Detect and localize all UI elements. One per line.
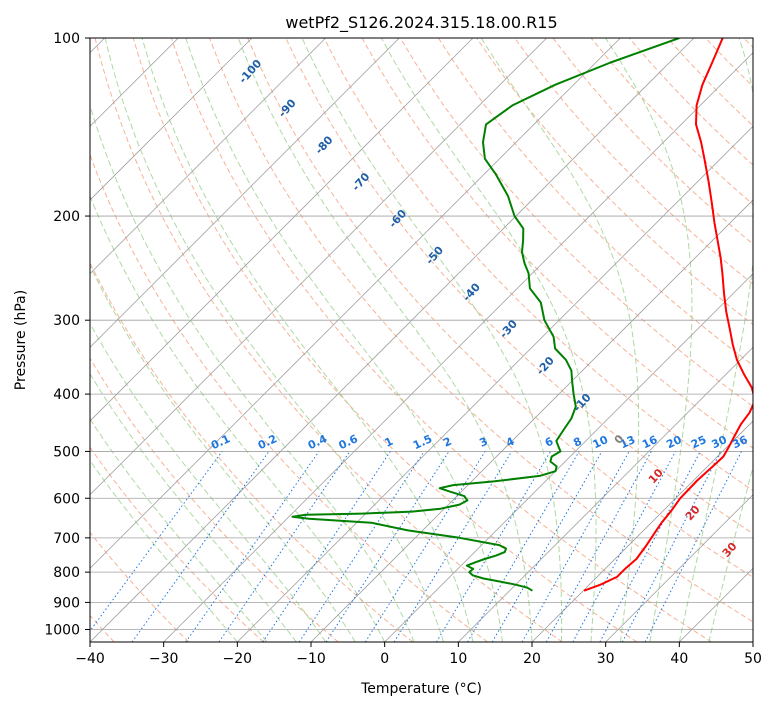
dry-adiabat-line	[90, 357, 339, 642]
isotherm-line	[90, 38, 695, 642]
mixing-ratio-line	[90, 451, 223, 632]
y-tick-label: 400	[53, 387, 80, 403]
isotherm-line	[90, 38, 547, 496]
mixing-ratio-line	[467, 451, 580, 642]
moist-adiabats	[90, 38, 753, 642]
moist-adiabat-line	[90, 459, 238, 642]
isotherm-line	[237, 125, 753, 642]
moist-adiabat-line	[185, 38, 503, 642]
x-tick-label: −10	[296, 651, 326, 667]
x-tick-label: 50	[744, 651, 762, 667]
mixing-ratio-label: 20	[664, 433, 684, 451]
dewpoint-profile-line	[291, 38, 680, 592]
moist-adiabat-line	[104, 38, 445, 642]
x-axis-label: Temperature (°C)	[360, 681, 482, 697]
dry-adiabat-line	[90, 153, 488, 642]
moist-adiabat-line	[480, 38, 640, 642]
dry-adiabat-line	[90, 531, 190, 642]
dry-adiabat-line	[90, 446, 264, 642]
temperature-profile-line	[583, 38, 753, 592]
mixing-ratio-line	[521, 451, 630, 642]
y-tick-label: 500	[53, 444, 80, 460]
y-tick-label: 900	[53, 595, 80, 611]
x-tick-label: −40	[75, 651, 105, 667]
isotherm-line	[90, 38, 474, 422]
mixing-ratio-label: 25	[689, 433, 708, 451]
y-tick-label: 600	[53, 491, 80, 507]
y-tick-label: 300	[53, 313, 80, 329]
y-tick-label: 800	[53, 565, 80, 581]
moist-adiabat-line	[237, 38, 533, 642]
dry-adiabat-line	[132, 38, 638, 642]
mixing-ratio-line	[185, 451, 320, 642]
moist-adiabat-line	[90, 103, 415, 642]
mixing-ratio-line	[393, 451, 513, 642]
moist-adiabat-line	[90, 418, 268, 642]
dry-adiabat-line	[514, 38, 753, 285]
y-tick-label: 200	[53, 209, 80, 225]
moist-adiabat-line	[90, 194, 386, 642]
dry-adiabat-line	[247, 38, 753, 578]
mixing-ratio-label: 30	[710, 433, 730, 451]
moist-adiabat-line	[380, 38, 597, 642]
y-tick-label: 100	[53, 31, 80, 47]
chart-title: wetPf2_S126.2024.315.18.00.R15	[285, 13, 557, 33]
isotherms	[90, 38, 753, 642]
mixing-ratio-line	[364, 451, 486, 642]
x-tick-label: 40	[670, 651, 688, 667]
x-tick-label: 30	[597, 651, 615, 667]
moist-adiabat-line	[90, 372, 297, 642]
isotherm-line	[531, 420, 753, 642]
y-axis-label: Pressure (hPa)	[13, 290, 29, 390]
moist-adiabat-line	[141, 38, 474, 642]
isotherm-line	[310, 199, 753, 642]
isotherm-line	[90, 38, 400, 348]
mixing-ratio-line	[572, 451, 676, 642]
moist-adiabat-line	[605, 38, 693, 642]
isotherm-line	[90, 38, 621, 569]
mixing-ratio-line	[491, 451, 603, 642]
moist-adiabat-line	[678, 38, 753, 642]
mixing-ratio-line	[545, 451, 652, 642]
mixing-ratio-line	[325, 451, 450, 642]
y-tick-label: 1000	[44, 622, 80, 638]
isotherm-line	[163, 52, 753, 642]
plot-frame	[89, 37, 754, 643]
isotherm-line	[605, 494, 753, 642]
dry-adiabat-line	[437, 38, 753, 366]
x-tick-label: 10	[449, 651, 467, 667]
x-tick-label: 0	[380, 651, 389, 667]
dry-adiabat-line	[170, 38, 712, 642]
dry-adiabats	[90, 38, 753, 642]
isotherm-line	[90, 38, 253, 201]
x-tick-label: 20	[523, 651, 541, 667]
mixing-ratio-lines	[90, 451, 742, 642]
isotherm-line	[458, 346, 753, 642]
mixing-ratio-line	[131, 451, 270, 642]
dry-adiabat-line	[209, 38, 753, 623]
dry-adiabat-line	[323, 38, 753, 492]
moist-adiabat-line	[90, 264, 356, 642]
isotherm-line	[90, 38, 326, 275]
mixing-ratio-line	[435, 451, 552, 642]
mixing-ratio-line	[218, 451, 351, 642]
mixing-ratio-label: 13	[618, 433, 637, 451]
plot-area: 0.1 0.2 0.4 0.6 1 1.5 2 3 4 6 8 10 13 16 20 25 30 36 -100…	[90, 38, 753, 642]
moist-adiabat-line	[301, 38, 563, 642]
mixing-ratio-label: 36	[730, 433, 750, 451]
x-tick-label: −30	[149, 651, 179, 667]
x-tick-label: −20	[223, 651, 253, 667]
x-axis-ticks: −40 −30 −20 −10 0 10 20 30 40 50	[75, 642, 762, 667]
dry-adiabat-line	[399, 38, 753, 408]
isotherm-line	[384, 273, 753, 642]
y-axis-ticks: 100 200 300 400 500 600 700 800 900 1000	[44, 31, 90, 638]
sounding-profiles	[291, 38, 753, 592]
mixing-ratio-label: 16	[640, 433, 660, 451]
mixing-ratio-label: 10	[591, 433, 611, 451]
y-tick-label: 700	[53, 531, 80, 547]
dry-adiabat-line	[94, 38, 563, 642]
